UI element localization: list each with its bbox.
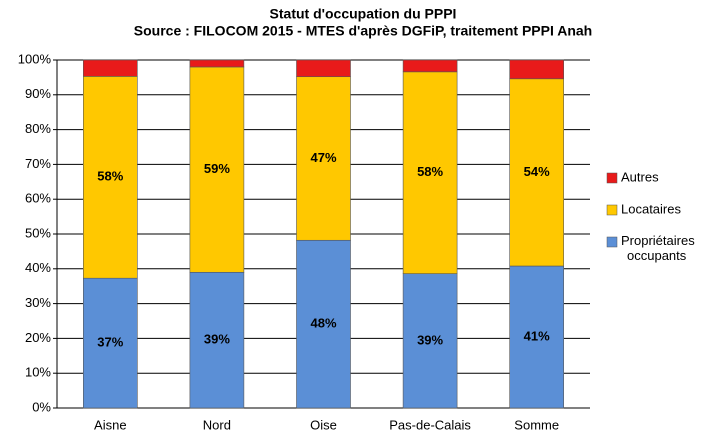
y-tick-label: 10%	[25, 365, 51, 380]
x-tick-label: Nord	[203, 417, 231, 430]
y-tick-label: 40%	[25, 260, 51, 275]
data-label: 47%	[310, 150, 336, 165]
bar-segment	[83, 59, 138, 77]
bar-segment	[296, 239, 351, 409]
x-tick-label: Pas-de-Calais	[389, 417, 471, 430]
legend-label: Propriétaires occupants	[621, 233, 695, 263]
bar-segment	[83, 76, 138, 279]
bar-segment	[402, 71, 458, 274]
bar-segment	[296, 59, 351, 78]
legend-swatch	[606, 172, 618, 184]
legend-swatch	[606, 204, 618, 216]
x-tick-label: Aisne	[94, 417, 127, 430]
chart-title: Statut d'occupation du PPPI	[270, 6, 457, 22]
bar-segment	[189, 59, 245, 68]
legend-swatch	[606, 236, 618, 248]
data-label: 39%	[204, 332, 230, 347]
bar-segment	[189, 271, 245, 409]
y-tick-label: 60%	[25, 191, 51, 206]
data-label: 41%	[524, 328, 550, 343]
data-label: 48%	[310, 316, 336, 331]
bar-segment	[509, 78, 565, 267]
data-label: 58%	[417, 164, 443, 179]
bar-segment	[189, 66, 245, 273]
bar-segment	[402, 273, 458, 409]
y-tick-label: 80%	[25, 121, 51, 136]
x-tick-label: Somme	[514, 417, 559, 430]
legend-label: Autres	[621, 169, 659, 184]
y-tick-label: 90%	[25, 86, 51, 101]
data-label: 54%	[524, 164, 550, 179]
bar-segment	[509, 265, 565, 409]
legend-label: Locataires	[621, 201, 681, 216]
y-tick-label: 20%	[25, 330, 51, 345]
bar-segment	[509, 59, 565, 80]
bar-segment	[296, 76, 351, 241]
data-label: 58%	[97, 169, 123, 184]
bar-segment	[83, 277, 138, 409]
y-tick-label: 30%	[25, 295, 51, 310]
y-tick-label: 100%	[18, 51, 52, 66]
data-label: 59%	[204, 161, 230, 176]
data-label: 39%	[417, 332, 443, 347]
x-tick-label: Oise	[310, 417, 337, 430]
y-tick-label: 70%	[25, 156, 51, 171]
y-tick-label: 0%	[32, 399, 51, 414]
data-label: 37%	[97, 335, 123, 350]
y-tick-label: 50%	[25, 225, 51, 240]
bar-segment	[402, 59, 458, 73]
chart-subtitle: Source : FILOCOM 2015 - MTES d'après DGF…	[134, 23, 592, 39]
